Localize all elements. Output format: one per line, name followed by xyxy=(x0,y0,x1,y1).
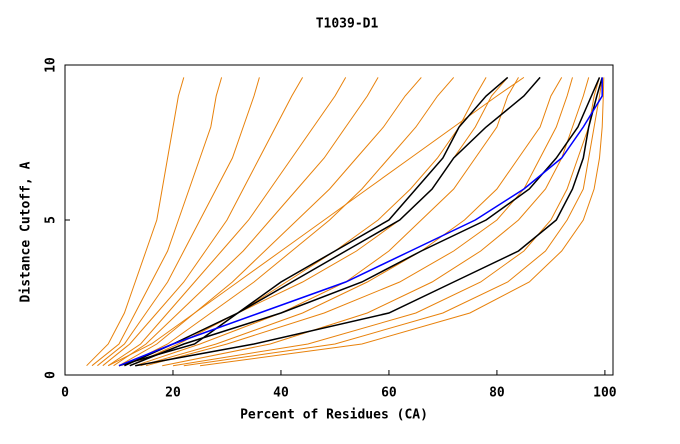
y-tick-label: 0 xyxy=(44,371,59,379)
x-axis-label: Percent of Residues (CA) xyxy=(240,408,428,423)
data-line xyxy=(129,77,487,367)
x-tick-label: 60 xyxy=(381,386,397,401)
data-line xyxy=(118,77,422,367)
data-line xyxy=(172,77,600,367)
data-line xyxy=(86,77,185,367)
data-line xyxy=(140,77,563,367)
data-line xyxy=(118,77,603,367)
data-line xyxy=(113,77,379,367)
data-line xyxy=(124,77,455,367)
data-line xyxy=(118,76,509,367)
data-line xyxy=(97,77,260,367)
data-line xyxy=(162,77,590,367)
data-line xyxy=(183,77,603,367)
y-tick-label: 5 xyxy=(44,216,59,224)
data-line xyxy=(118,77,509,367)
data-line xyxy=(124,76,541,367)
data-line xyxy=(129,77,601,367)
data-line xyxy=(145,77,573,367)
data-line xyxy=(102,77,304,367)
data-line xyxy=(199,77,605,367)
y-tick-label: 10 xyxy=(44,57,59,73)
y-axis-label: Distance Cutoff, A xyxy=(19,161,34,302)
x-tick-label: 80 xyxy=(489,386,505,401)
x-tick-label: 20 xyxy=(165,386,181,401)
x-tick-label: 100 xyxy=(593,386,617,401)
x-tick-label: 0 xyxy=(61,386,69,401)
data-line xyxy=(135,77,519,367)
data-line xyxy=(91,77,223,367)
chart-title: T1039-D1 xyxy=(316,17,379,32)
data-line xyxy=(135,77,603,367)
x-tick-label: 40 xyxy=(273,386,289,401)
data-line xyxy=(107,77,347,367)
plot-frame xyxy=(64,64,614,376)
